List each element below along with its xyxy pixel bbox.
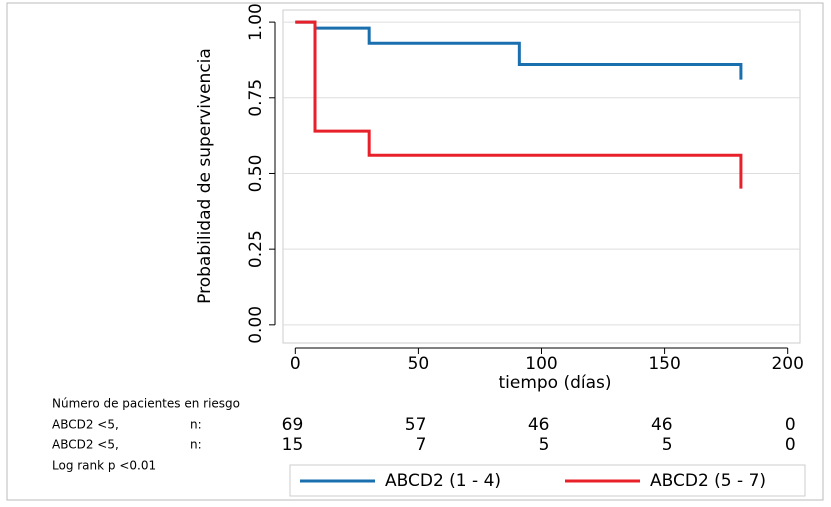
risk-count: 0 [785,435,796,455]
x-tick-label: 200 [771,354,803,374]
y-tick-label: 0.00 [246,306,266,344]
plot-area [282,9,801,344]
risk-count: 15 [282,435,304,455]
x-tick-label: 150 [648,354,680,374]
x-tick-label: 100 [525,354,557,374]
y-tick-label: 0.25 [246,230,266,268]
legend-label: ABCD2 (1 - 4) [385,471,501,491]
legend-label: ABCD2 (5 - 7) [650,471,766,491]
risk-count: 7 [416,435,427,455]
risk-row-label: ABCD2 <5, [52,418,119,432]
y-tick-label: 1.00 [246,3,266,41]
risk-count: 69 [282,415,304,435]
legend [289,464,806,497]
y-axis-title: Probabilidad de supervivencia [195,48,215,304]
y-tick-label: 0.75 [246,79,266,117]
note: Log rank p <0.01 [52,459,156,473]
survival-line [295,20,743,189]
risk-n-label: n: [190,418,202,432]
x-tick-label: 0 [290,354,301,374]
risk-row-label: ABCD2 <5, [52,438,119,452]
risk-count: 5 [539,435,550,455]
y-tick-label: 0.50 [246,155,266,193]
risk-count: 46 [528,415,550,435]
risk-count: 46 [651,415,673,435]
risk-n-label: n: [190,438,202,452]
risk-count: 57 [405,415,427,435]
risk-title: Número de pacientes en riesgo [52,397,240,411]
risk-count: 0 [785,415,796,435]
risk-count: 5 [662,435,673,455]
x-tick-label: 50 [408,354,430,374]
x-axis-title: tiempo (días) [498,373,611,393]
